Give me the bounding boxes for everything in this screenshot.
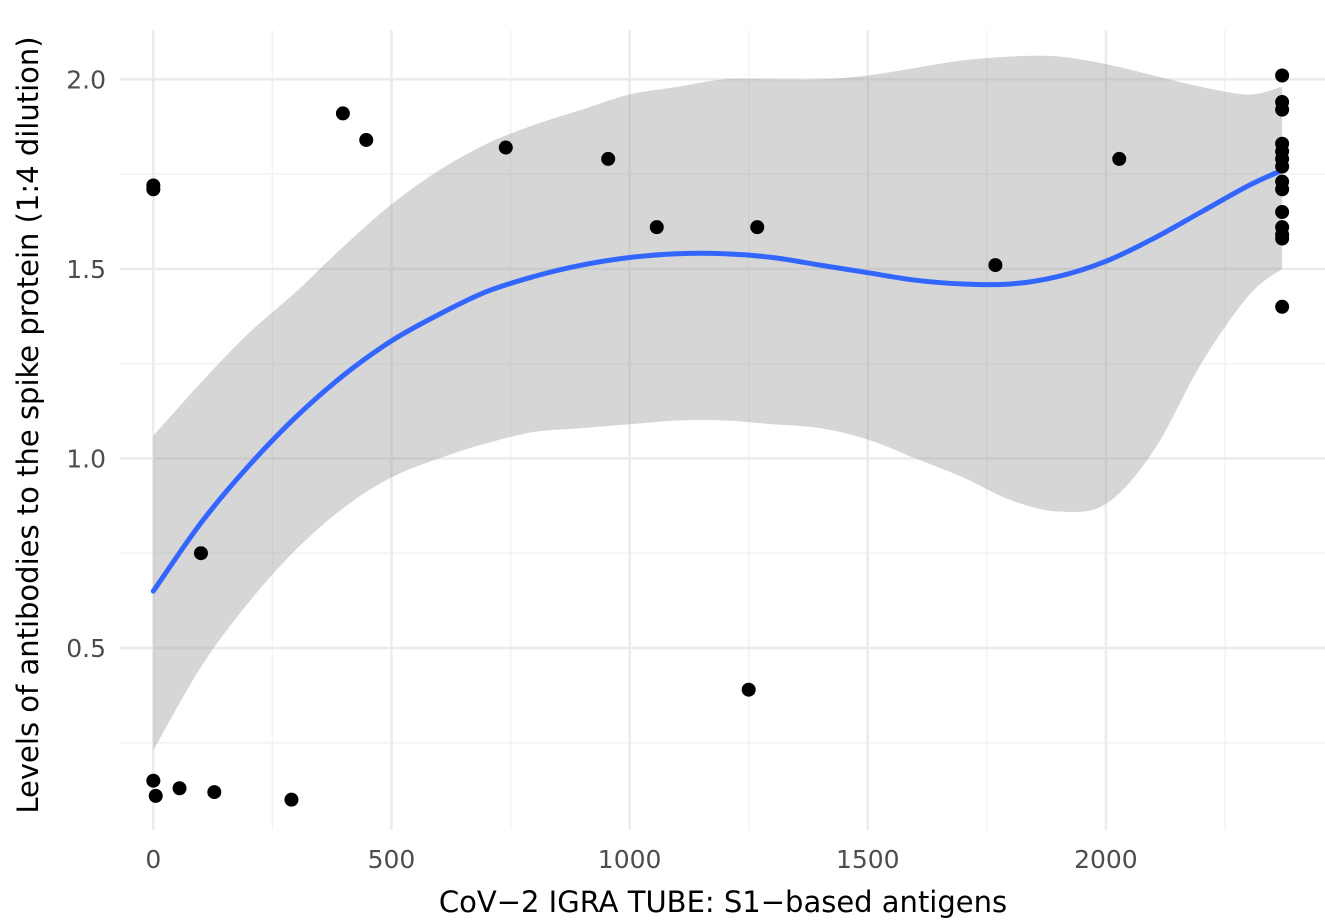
y-tick-labels: 0.5 1.0 1.5 2.0 bbox=[66, 65, 106, 663]
data-point bbox=[1275, 299, 1290, 314]
data-point bbox=[1275, 182, 1290, 197]
data-point bbox=[1275, 68, 1290, 83]
confidence-band bbox=[153, 55, 1283, 751]
data-point bbox=[284, 792, 299, 807]
data-point bbox=[146, 182, 161, 197]
data-point bbox=[1275, 102, 1290, 117]
y-axis-label: Levels of antibodies to the spike protei… bbox=[11, 36, 45, 813]
x-axis-label: CoV−2 IGRA TUBE: S1−based antigens bbox=[439, 885, 1007, 919]
data-point bbox=[335, 106, 350, 121]
y-tick-label: 2.0 bbox=[66, 65, 106, 94]
data-point bbox=[359, 132, 374, 147]
data-point bbox=[1275, 204, 1290, 219]
data-point bbox=[1112, 151, 1127, 166]
data-point bbox=[1275, 159, 1290, 174]
data-point bbox=[146, 773, 161, 788]
smooth-fit-line bbox=[150, 167, 1285, 594]
confidence-band-group bbox=[153, 55, 1283, 751]
data-point bbox=[988, 258, 1003, 273]
x-tick-label: 0 bbox=[145, 845, 161, 874]
data-point bbox=[601, 151, 616, 166]
y-tick-label: 1.0 bbox=[66, 444, 106, 473]
data-point bbox=[193, 546, 208, 561]
data-point bbox=[148, 788, 163, 803]
x-tick-labels: 0 500 1000 1500 2000 bbox=[145, 845, 1137, 874]
y-tick-label: 1.5 bbox=[66, 255, 106, 284]
data-point bbox=[498, 140, 513, 155]
grid-lines bbox=[120, 30, 1325, 830]
data-point bbox=[1275, 231, 1290, 246]
data-point bbox=[649, 220, 664, 235]
smooth-line-group bbox=[150, 167, 1285, 594]
x-tick-label: 1500 bbox=[836, 845, 900, 874]
data-point bbox=[750, 220, 765, 235]
x-tick-label: 1000 bbox=[598, 845, 662, 874]
y-tick-label: 0.5 bbox=[66, 634, 106, 663]
data-point bbox=[172, 781, 187, 796]
data-point bbox=[741, 682, 756, 697]
data-point bbox=[207, 785, 222, 800]
x-tick-label: 2000 bbox=[1074, 845, 1138, 874]
data-points-group bbox=[146, 68, 1290, 807]
x-tick-label: 500 bbox=[368, 845, 416, 874]
